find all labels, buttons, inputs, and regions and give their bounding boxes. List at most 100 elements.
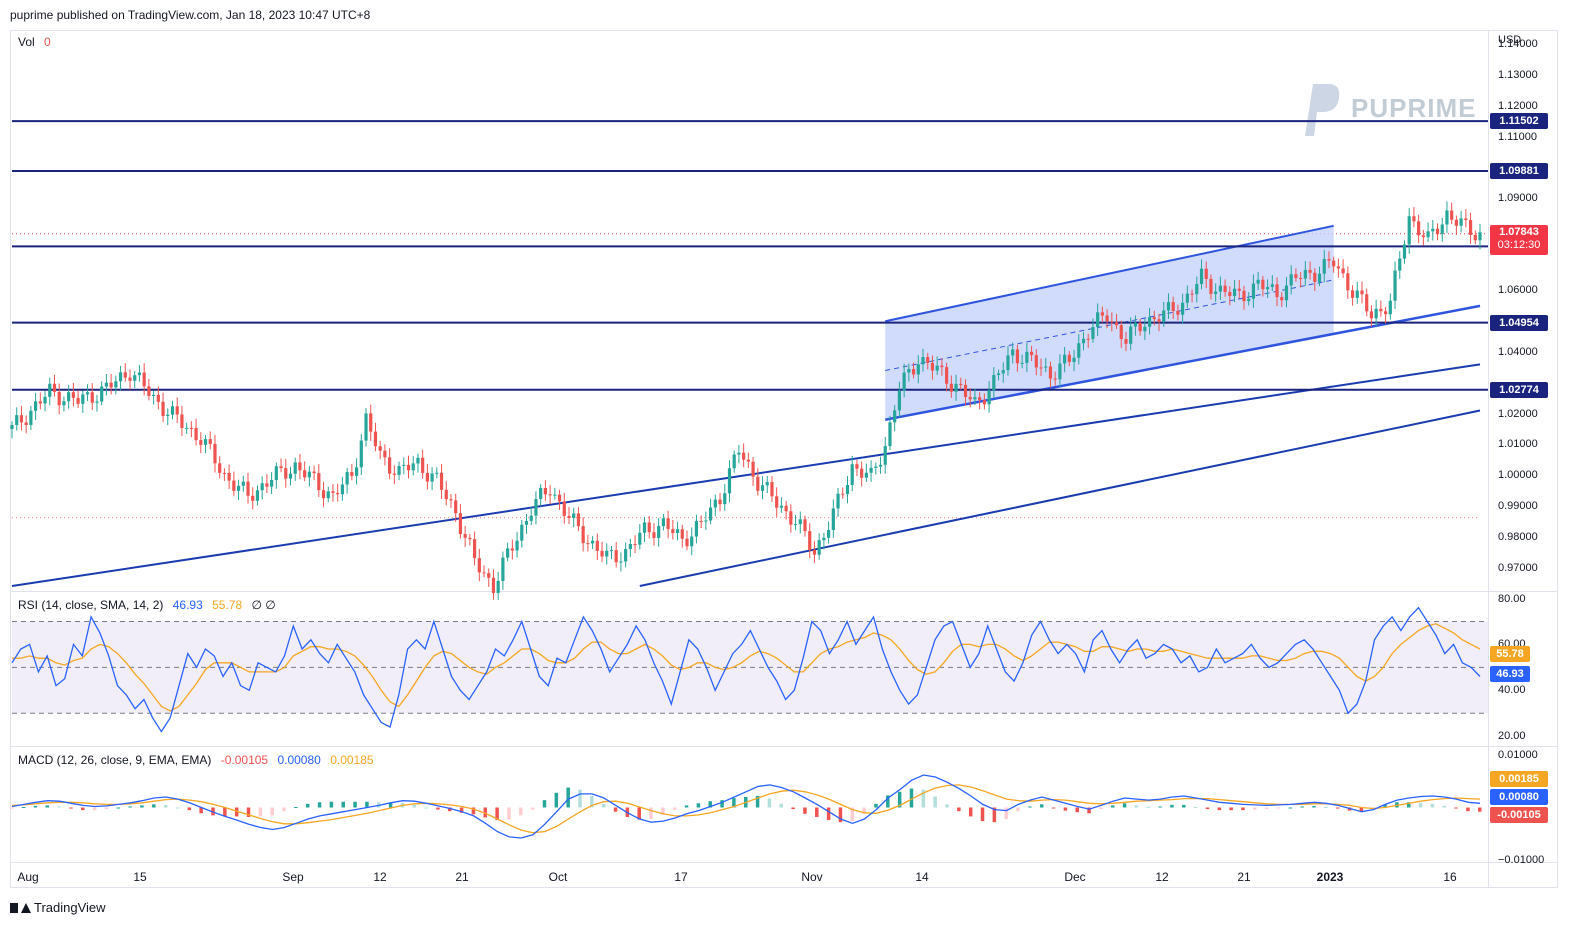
candle-body [699, 521, 703, 523]
candle-body [1114, 322, 1119, 326]
macd-histogram-bar [590, 795, 594, 808]
candle-body [317, 473, 321, 491]
macd-histogram-bar [1099, 807, 1103, 810]
tradingview-brand: TradingView [34, 900, 106, 915]
macd-histogram-bar [1312, 805, 1316, 808]
candle-body [874, 466, 878, 468]
macd-histogram-bar [282, 807, 286, 812]
candle-body [808, 531, 812, 551]
macd-histogram-bar [897, 791, 902, 808]
macd-histogram-bar [1454, 807, 1458, 809]
rsi-tick-3: 20.00 [1498, 730, 1526, 743]
candle-body [482, 572, 486, 574]
macd-histogram-bar [791, 807, 795, 810]
macd-histogram-bar [317, 802, 322, 808]
tradingview-logo-icon [10, 902, 31, 913]
candle-body [572, 513, 576, 519]
macd-histogram-bar [767, 798, 772, 808]
candle-body [1308, 269, 1312, 273]
macd-histogram-bar [1288, 807, 1293, 809]
macd-legend-title: MACD (12, 26, close, 9, EMA, EMA) [18, 753, 212, 767]
candle-body [336, 492, 340, 495]
macd-histogram-bar [305, 803, 310, 808]
macd-legend[interactable]: MACD (12, 26, close, 9, EMA, EMA) -0.001… [18, 753, 374, 767]
candle-body [24, 422, 28, 426]
time-tick-5: Oct [548, 870, 568, 884]
tradingview-footer[interactable]: TradingView [10, 900, 106, 915]
candle-body [945, 367, 949, 384]
macd-histogram-bar [365, 801, 369, 808]
candle-body [222, 472, 227, 474]
macd-histogram-bar [1406, 802, 1411, 808]
chart-frame[interactable] [10, 30, 1558, 888]
time-tick-8: 14 [915, 870, 929, 884]
price-tick-2: 1.12000 [1498, 99, 1538, 112]
candle-body [241, 481, 245, 486]
macd-histogram-bar [554, 792, 559, 808]
macd-histogram-bar [459, 807, 464, 813]
candle-body [1247, 298, 1251, 302]
candle-body [1058, 363, 1062, 380]
candle-body [288, 473, 293, 479]
candle-body [472, 539, 477, 559]
candle-body [90, 392, 94, 403]
macd-histogram-bar [1241, 807, 1245, 811]
candle-body [1294, 274, 1298, 278]
candle-body [1303, 269, 1307, 279]
candle-body [595, 540, 599, 551]
candle-body [1199, 268, 1204, 285]
candle-body [553, 494, 557, 496]
macd-histogram-bar [720, 800, 724, 808]
macd-histogram-bar [187, 807, 192, 811]
candle-body [383, 450, 387, 458]
macd-histogram-bar [838, 807, 843, 823]
rsi-legend[interactable]: RSI (14, close, SMA, 14, 2) 46.93 55.78 … [18, 598, 276, 612]
candle-body [1143, 326, 1147, 332]
candle-body [817, 540, 821, 555]
volume-legend[interactable]: Vol 0 [18, 35, 51, 49]
candle-body [156, 394, 160, 402]
candle-body [619, 561, 623, 563]
candle-body [590, 540, 595, 544]
candle-body [85, 392, 90, 395]
candle-body [1478, 232, 1482, 241]
price-tick-10: 0.99000 [1498, 499, 1538, 512]
candle-body [62, 401, 66, 406]
candle-body [921, 357, 925, 365]
candle-body [704, 520, 708, 522]
candle-body [760, 485, 765, 491]
rsi-macd-separator[interactable] [10, 746, 1558, 747]
time-tick-11: 21 [1237, 870, 1251, 884]
candle-body [902, 372, 906, 391]
candle-body [444, 489, 448, 500]
candle-body [827, 530, 831, 538]
macd-histogram-bar [566, 787, 570, 808]
candle-body [255, 490, 260, 501]
candle-body [175, 406, 179, 415]
candle-body [1044, 366, 1048, 368]
candle-body [1407, 216, 1411, 245]
candle-body [1100, 312, 1104, 316]
macd-histogram-bar [116, 807, 121, 809]
candle-body [1029, 351, 1034, 356]
macd-histogram-bar [1466, 807, 1470, 812]
macd-histogram-bar [104, 807, 109, 810]
candle-body [350, 472, 354, 476]
time-tick-3: 12 [373, 870, 387, 884]
candle-body [1412, 216, 1416, 222]
macd-histogram-bar [732, 798, 736, 808]
candle-body [1454, 219, 1458, 226]
macd-histogram-tag: -0.00105 [1490, 807, 1548, 823]
candle-body [1204, 268, 1208, 279]
macd-histogram-bar [10, 807, 14, 809]
candle-body [539, 487, 543, 500]
price-rsi-separator[interactable] [10, 591, 1558, 592]
candle-body [1280, 297, 1284, 301]
candle-body [841, 493, 845, 495]
price-tick-4: 1.09000 [1498, 192, 1538, 205]
macd-histogram-bar [57, 806, 61, 808]
candle-body [213, 443, 217, 464]
candles-group [10, 201, 1482, 601]
candle-body [1034, 355, 1038, 368]
